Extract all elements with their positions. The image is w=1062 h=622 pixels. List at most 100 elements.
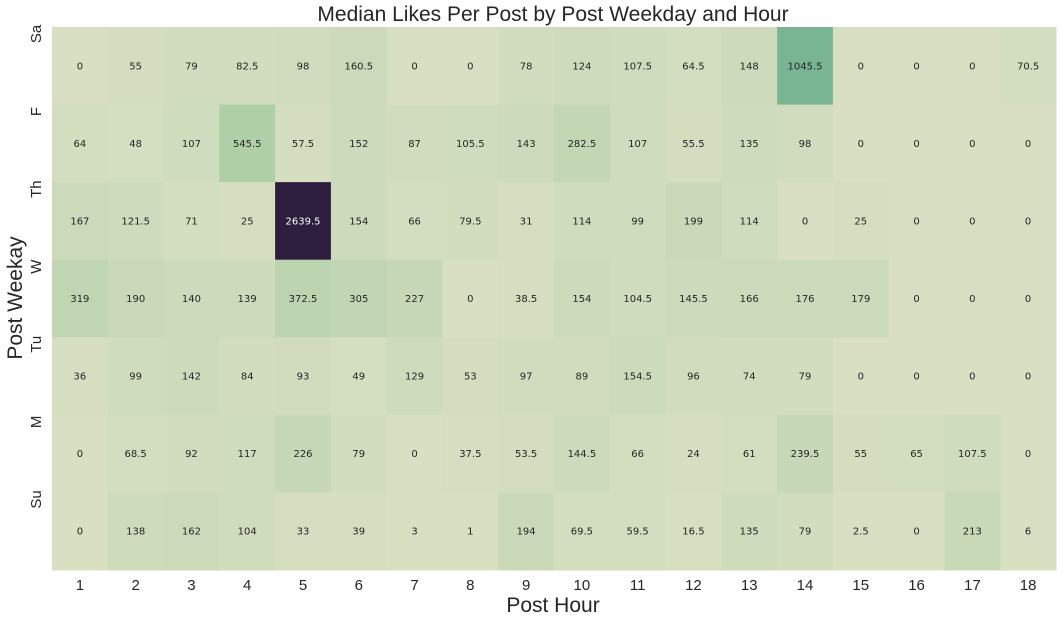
heatmap-cell bbox=[665, 337, 722, 416]
x-axis-ticks: 1 2 3 4 5 6 7 8 9 10 11 12 13 14 15 16 17 18 bbox=[76, 577, 1037, 594]
cell-value-label: 0 bbox=[969, 294, 975, 305]
heatmap-cell bbox=[888, 337, 945, 416]
heatmap-cell bbox=[498, 182, 555, 261]
heatmap-cell bbox=[944, 259, 1001, 338]
cell-value-label: 79 bbox=[352, 449, 365, 460]
cell-value-label: 78 bbox=[520, 61, 533, 72]
cell-value-label: 0 bbox=[913, 294, 919, 305]
x-tick-label: 13 bbox=[741, 577, 758, 594]
heatmap-cell bbox=[721, 27, 778, 106]
cell-value-label: 55 bbox=[854, 449, 867, 460]
heatmap-cell bbox=[330, 337, 388, 416]
cell-value-label: 96 bbox=[687, 372, 700, 383]
heatmap-cell bbox=[832, 259, 890, 338]
cell-value-label: 135 bbox=[740, 139, 759, 150]
heatmap-cell bbox=[275, 27, 332, 106]
cell-value-label: 226 bbox=[293, 449, 312, 460]
heatmap-cell bbox=[665, 27, 722, 106]
x-tick-label: 16 bbox=[908, 577, 925, 594]
cell-value-label: 36 bbox=[74, 372, 87, 383]
cell-value-label: 66 bbox=[631, 449, 644, 460]
heatmap-cell bbox=[498, 104, 555, 183]
cell-value-label: 0 bbox=[1025, 139, 1031, 150]
heatmap-cell bbox=[832, 104, 890, 183]
heatmap-cell bbox=[107, 414, 165, 493]
heatmap-cell bbox=[442, 182, 499, 261]
heatmap-cell bbox=[275, 182, 332, 261]
cell-value-label: 154 bbox=[349, 216, 368, 227]
cell-value-label: 97 bbox=[520, 372, 533, 383]
cell-value-label: 107 bbox=[182, 139, 201, 150]
cell-value-label: 37.5 bbox=[459, 449, 481, 460]
cell-value-label: 57.5 bbox=[292, 139, 314, 150]
cell-value-label: 25 bbox=[854, 216, 867, 227]
heatmap-cell bbox=[554, 182, 611, 261]
cell-value-label: 99 bbox=[631, 216, 644, 227]
chart-title: Median Likes Per Post by Post Weekday an… bbox=[317, 3, 788, 26]
cell-value-label: 31 bbox=[520, 216, 533, 227]
heatmap-cell bbox=[832, 27, 890, 106]
heatmap-cell bbox=[777, 182, 834, 261]
x-tick-label: 1 bbox=[76, 577, 84, 594]
heatmap-cell bbox=[1000, 27, 1057, 106]
heatmap-cell bbox=[721, 182, 778, 261]
cell-value-label: 135 bbox=[740, 527, 759, 538]
cell-value-label: 71 bbox=[185, 216, 198, 227]
cell-value-label: 53 bbox=[464, 372, 477, 383]
heatmap-cell bbox=[832, 414, 890, 493]
y-tick-label: W bbox=[28, 259, 45, 274]
y-tick-label: M bbox=[28, 416, 45, 429]
cell-value-label: 154.5 bbox=[623, 372, 652, 383]
heatmap-cell bbox=[330, 492, 388, 571]
cell-value-label: 59.5 bbox=[627, 527, 649, 538]
heatmap-cell bbox=[442, 104, 499, 183]
heatmap-cell bbox=[665, 104, 722, 183]
x-tick-label: 3 bbox=[187, 577, 195, 594]
heatmap-cell bbox=[386, 27, 443, 106]
heatmap-cell bbox=[52, 182, 109, 261]
heatmap-cell bbox=[498, 492, 555, 571]
heatmap-cell bbox=[163, 337, 220, 416]
cell-value-label: 93 bbox=[297, 372, 310, 383]
heatmap-cell bbox=[554, 27, 611, 106]
heatmap-cell bbox=[665, 492, 722, 571]
x-tick-label: 15 bbox=[852, 577, 869, 594]
heatmap-cell bbox=[107, 182, 165, 261]
heatmap-cell bbox=[944, 182, 1001, 261]
heatmap-cell bbox=[498, 337, 555, 416]
heatmap-cell bbox=[219, 414, 276, 493]
heatmap-cell bbox=[888, 259, 945, 338]
heatmap-cell bbox=[944, 27, 1001, 106]
x-axis-title: Post Hour bbox=[506, 594, 599, 617]
cell-value-label: 124 bbox=[572, 61, 591, 72]
heatmap-cell bbox=[330, 414, 388, 493]
heatmap-cell bbox=[554, 414, 611, 493]
cell-value-label: 25 bbox=[241, 216, 254, 227]
x-tick-label: 18 bbox=[1020, 577, 1037, 594]
cell-value-label: 148 bbox=[740, 61, 759, 72]
heatmap-cell bbox=[665, 182, 722, 261]
heatmap-cell bbox=[554, 259, 611, 338]
heatmap-cell bbox=[52, 259, 109, 338]
y-tick-label: F bbox=[28, 107, 45, 116]
heatmap-cell bbox=[1000, 104, 1057, 183]
heatmap-cell bbox=[330, 104, 388, 183]
heatmap-cell bbox=[609, 27, 667, 106]
heatmap-cell bbox=[107, 337, 165, 416]
heatmap-cell bbox=[219, 27, 276, 106]
heatmap-cell bbox=[665, 259, 722, 338]
heatmap-cell bbox=[888, 182, 945, 261]
heatmap-cell bbox=[888, 414, 945, 493]
cell-value-label: 70.5 bbox=[1017, 61, 1039, 72]
y-tick-label: Th bbox=[28, 180, 45, 198]
cell-value-label: 0 bbox=[913, 61, 919, 72]
heatmap-cell bbox=[275, 104, 332, 183]
cell-value-label: 0 bbox=[858, 372, 864, 383]
y-axis-title: Post Weekay bbox=[4, 236, 27, 360]
heatmap-cell bbox=[832, 337, 890, 416]
x-tick-label: 12 bbox=[685, 577, 702, 594]
cell-value-label: 129 bbox=[405, 372, 424, 383]
heatmap-cell bbox=[386, 104, 443, 183]
cell-value-label: 0 bbox=[969, 372, 975, 383]
heatmap-cell bbox=[442, 259, 499, 338]
